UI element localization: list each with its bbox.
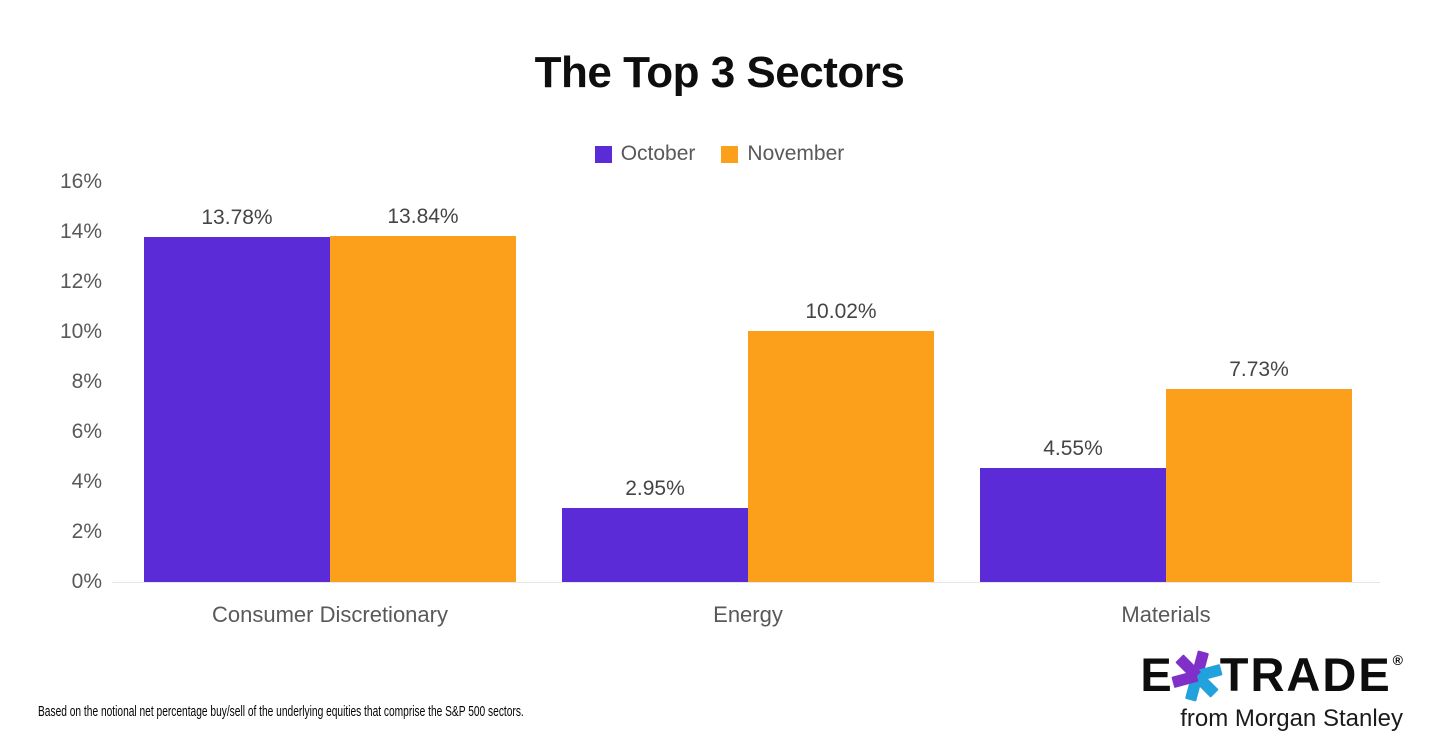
y-axis-tick-label: 6% xyxy=(71,420,102,443)
etrade-asterisk-icon xyxy=(1171,650,1223,702)
legend-swatch-november xyxy=(721,145,739,163)
category-label: Consumer Discretionary xyxy=(212,602,448,627)
legend-item-october: October xyxy=(594,141,696,167)
x-axis-baseline xyxy=(112,582,1380,583)
registered-trademark-icon: ® xyxy=(1392,652,1403,668)
footnote-text: Based on the notional net percentage buy… xyxy=(38,703,524,720)
y-axis-tick-label: 0% xyxy=(71,570,102,593)
bar-value-label: 4.55% xyxy=(1043,437,1103,460)
logo-tagline: from Morgan Stanley xyxy=(1180,705,1403,732)
y-axis-tick-label: 8% xyxy=(71,370,102,393)
etrade-logo-wordmark: E TRADE ® xyxy=(1140,648,1403,702)
y-axis-tick-label: 12% xyxy=(59,270,102,293)
legend-label-november: November xyxy=(747,142,845,165)
bar-value-label: 7.73% xyxy=(1229,358,1289,381)
y-axis-tick-label: 4% xyxy=(71,470,102,493)
logo-letter-e: E xyxy=(1140,648,1174,701)
bar-november-materials xyxy=(1166,389,1352,582)
bar-value-label: 10.02% xyxy=(805,300,877,323)
logo-word-trade: TRADE xyxy=(1219,648,1392,701)
etrade-logo: E TRADE ® from Morgan Stanley xyxy=(1140,648,1403,733)
chart-title: The Top 3 Sectors xyxy=(534,48,905,97)
legend-swatch-october xyxy=(594,145,612,163)
bar-october-energy xyxy=(562,508,748,582)
category-label: Energy xyxy=(713,602,783,627)
bar-value-label: 13.84% xyxy=(387,205,459,228)
bar-value-label: 2.95% xyxy=(625,477,685,500)
bar-value-label: 13.78% xyxy=(201,206,273,229)
category-label: Materials xyxy=(1121,602,1211,627)
bar-october-materials xyxy=(980,468,1166,582)
legend-label-october: October xyxy=(620,142,696,165)
legend: October November xyxy=(0,141,1439,167)
y-axis-tick-label: 10% xyxy=(59,320,102,343)
bar-november-energy xyxy=(748,331,934,582)
y-axis-tick-label: 16% xyxy=(59,170,102,193)
bar-october-consumer-discretionary xyxy=(144,237,330,582)
y-axis-tick-label: 14% xyxy=(59,220,102,243)
legend-item-november: November xyxy=(721,141,844,167)
bar-november-consumer-discretionary xyxy=(330,236,516,582)
y-axis-tick-label: 2% xyxy=(71,520,102,543)
